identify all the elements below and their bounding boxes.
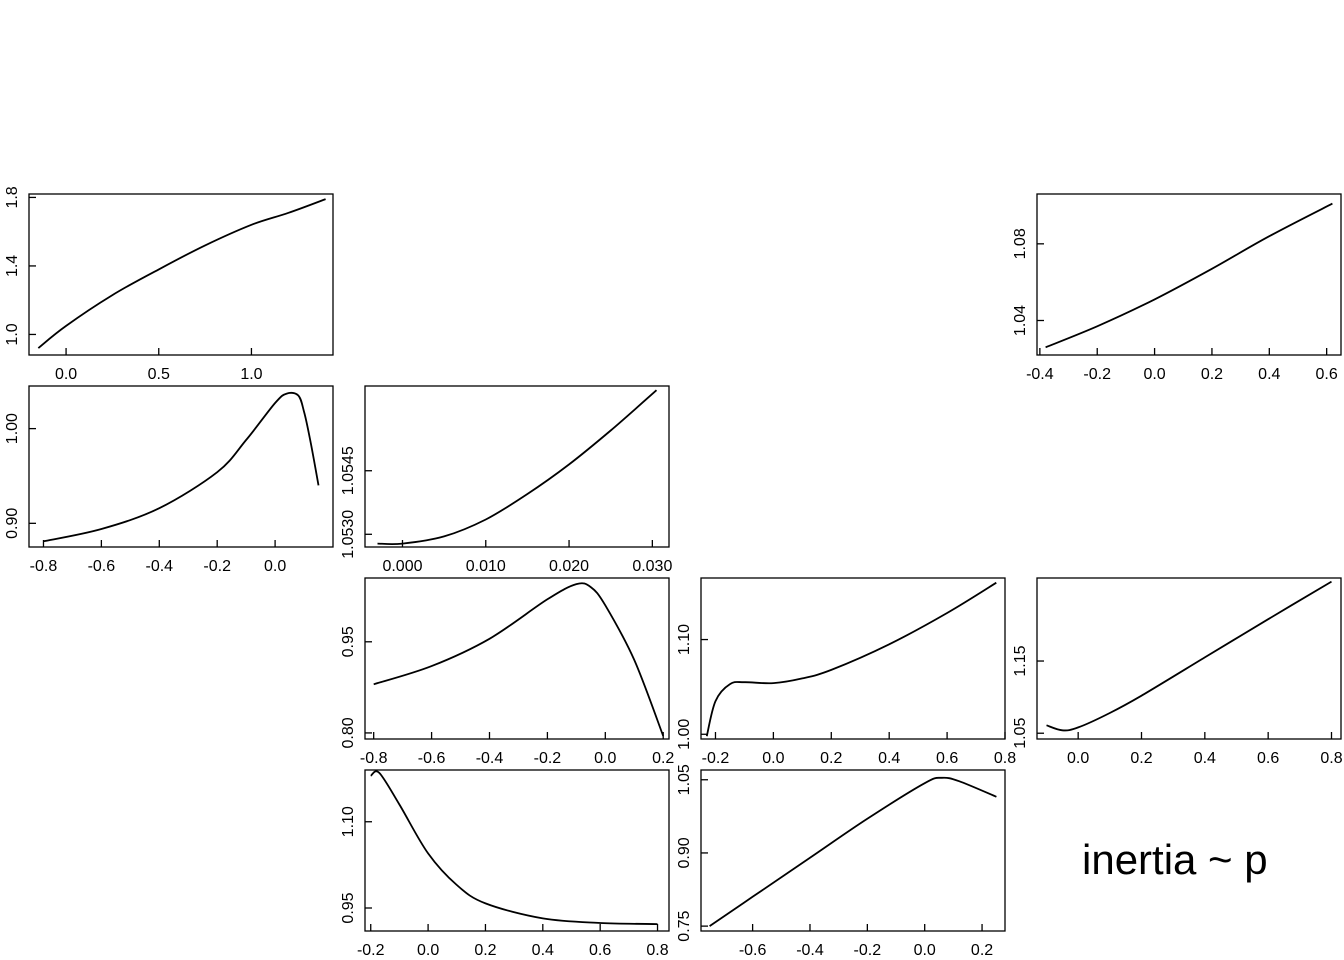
x-tick-label: 0.6	[589, 942, 611, 959]
y-tick-label: 1.08	[1012, 228, 1029, 259]
x-tick-label: 0.0	[594, 750, 616, 767]
plot-frame	[1036, 577, 1342, 740]
x-tick-label: 0.2	[474, 942, 496, 959]
x-tick-label: 0.6	[1257, 750, 1279, 767]
x-tick-label: 0.8	[1320, 750, 1342, 767]
series-line	[377, 389, 658, 546]
y-tick-label: 0.80	[340, 717, 357, 748]
plot-frame	[28, 385, 334, 548]
x-tick-label: 0.4	[532, 942, 554, 959]
plot-frame	[1036, 193, 1342, 356]
y-tick-label: 1.0545	[340, 446, 357, 495]
series-line	[705, 581, 997, 737]
y-tick-label: 0.75	[676, 910, 693, 941]
y-tick-label: 1.4	[4, 255, 21, 277]
x-tick-label: -0.4	[476, 750, 504, 767]
x-tick-label: -0.4	[796, 942, 824, 959]
x-tick-label: -0.6	[88, 558, 116, 575]
x-tick-label: -0.6	[418, 750, 446, 767]
x-tick-label: -0.2	[1083, 366, 1111, 383]
panel-7: -0.2 0.0 0.2 0.4 0.6 0.8 0.95 1.10	[340, 769, 670, 959]
x-tick-label: 0.4	[1194, 750, 1216, 767]
x-tick-label: -0.8	[30, 558, 58, 575]
x-tick-label: 0.0	[914, 942, 936, 959]
plot-frame	[364, 577, 670, 740]
y-tick-label: 1.00	[4, 413, 21, 444]
panel-4: -0.8 -0.6 -0.4 -0.2 0.0 0.2 0.80 0.95	[340, 577, 674, 767]
series-line	[37, 198, 326, 349]
series-line	[370, 770, 658, 925]
x-tick-label: -0.6	[739, 942, 767, 959]
series-line	[43, 391, 320, 543]
y-tick-label: 1.0530	[340, 510, 357, 559]
x-tick-label: 0.0	[417, 942, 439, 959]
series-line	[1045, 202, 1333, 349]
plot-frame	[364, 769, 670, 932]
x-tick-label: 0.0	[1067, 750, 1089, 767]
x-tick-label: -0.2	[534, 750, 562, 767]
x-tick-label: -0.2	[854, 942, 882, 959]
x-tick-label: 0.000	[382, 558, 422, 575]
series-line	[373, 582, 665, 737]
y-tick-label: 1.10	[676, 624, 693, 655]
panel-5: -0.2 0.0 0.2 0.4 0.6 0.8 1.00 1.10	[676, 577, 1016, 767]
x-tick-label: 0.5	[148, 366, 170, 383]
x-tick-label: -0.4	[1026, 366, 1054, 383]
y-tick-label: 0.90	[4, 508, 21, 539]
x-tick-label: -0.4	[145, 558, 173, 575]
x-tick-label: 0.0	[55, 366, 77, 383]
panel-9: -0.4 -0.2 0.0 0.2 0.4 0.6 1.04 1.08	[1012, 193, 1342, 383]
panel-2: -0.8 -0.6 -0.4 -0.2 0.0 0.90 1.00	[4, 385, 334, 575]
x-tick-label: 0.010	[466, 558, 506, 575]
x-tick-label: 1.0	[240, 366, 262, 383]
x-tick-label: 0.030	[632, 558, 672, 575]
y-tick-label: 0.95	[340, 892, 357, 923]
x-tick-label: 0.2	[971, 942, 993, 959]
plot-frame	[364, 385, 670, 548]
x-tick-label: 0.8	[646, 942, 668, 959]
y-tick-label: 1.0	[4, 323, 21, 345]
y-tick-label: 0.95	[340, 626, 357, 657]
formula-label: inertia ~ p	[1082, 836, 1268, 883]
y-tick-label: 1.05	[1012, 718, 1029, 749]
panel-8: -0.6 -0.4 -0.2 0.0 0.2 0.75 0.90 1.05	[676, 764, 1006, 959]
y-tick-label: 1.10	[340, 806, 357, 837]
x-tick-label: 0.0	[1143, 366, 1165, 383]
series-line	[709, 776, 997, 927]
x-tick-label: 0.4	[1258, 366, 1280, 383]
plot-frame	[28, 193, 334, 356]
y-tick-label: 1.00	[676, 719, 693, 750]
x-tick-label: 0.0	[264, 558, 286, 575]
plot-frame	[700, 577, 1006, 740]
plot-frame	[700, 769, 1006, 932]
x-tick-label: -0.2	[203, 558, 231, 575]
panel-1: 0.0 0.5 1.0 1.0 1.4 1.8	[4, 186, 334, 383]
x-tick-label: 0.2	[1130, 750, 1152, 767]
panel-3: 0.000 0.010 0.020 0.030 1.0530 1.0545	[340, 385, 672, 575]
x-tick-label: 0.8	[994, 750, 1016, 767]
x-tick-label: -0.8	[360, 750, 388, 767]
y-tick-label: 1.04	[1012, 305, 1029, 336]
x-tick-label: 0.6	[936, 750, 958, 767]
x-tick-label: 0.2	[1201, 366, 1223, 383]
x-tick-label: -0.2	[357, 942, 385, 959]
x-tick-label: 0.4	[878, 750, 900, 767]
x-tick-label: 0.0	[762, 750, 784, 767]
y-tick-label: 1.15	[1012, 645, 1029, 676]
x-tick-label: 0.2	[652, 750, 674, 767]
series-line	[1046, 580, 1332, 732]
y-tick-label: 1.8	[4, 186, 21, 208]
panel-6: 0.0 0.2 0.4 0.6 0.8 1.05 1.15	[1012, 577, 1343, 767]
y-tick-label: 0.90	[676, 837, 693, 868]
y-tick-label: 1.05	[676, 764, 693, 795]
x-tick-label: -0.2	[702, 750, 730, 767]
x-tick-label: 0.020	[549, 558, 589, 575]
x-tick-label: 0.6	[1316, 366, 1338, 383]
x-tick-label: 0.2	[820, 750, 842, 767]
